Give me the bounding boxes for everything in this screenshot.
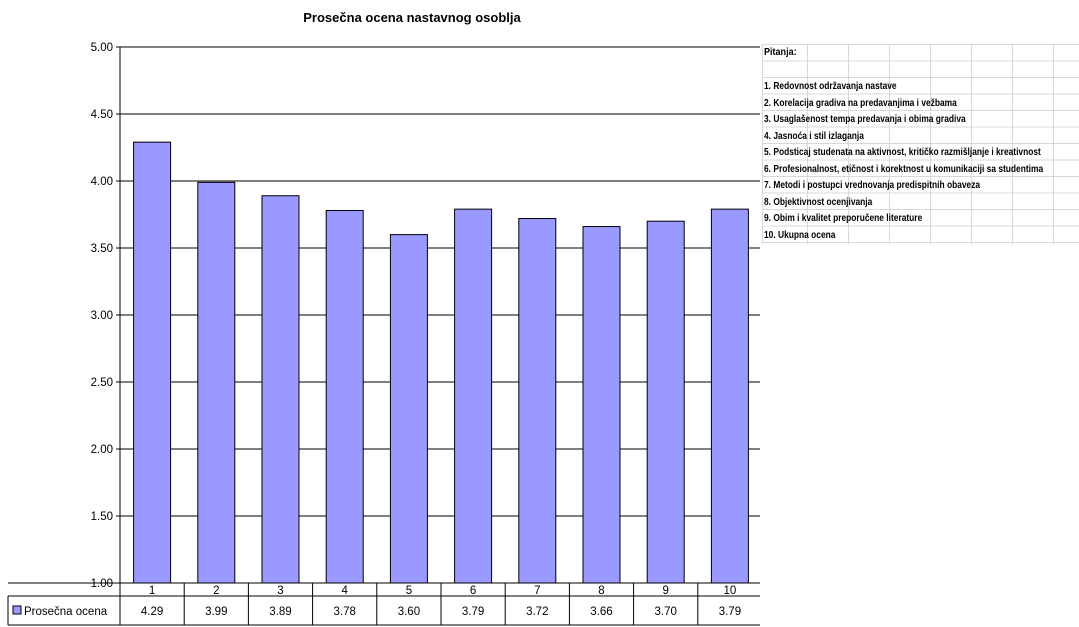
data-label: 3.89 — [269, 606, 291, 618]
bar — [197, 181, 236, 584]
sheet-gridlines — [762, 44, 1079, 244]
x-tick-label: 1 — [149, 585, 155, 597]
y-tick-label: 3.00 — [91, 310, 113, 322]
bar — [454, 208, 493, 584]
question-item: 6. Profesionalnost, etičnost i korektnos… — [764, 163, 1044, 175]
bar-chart: Prosečna ocena nastavnog osoblja 1.00 1.5… — [7, 10, 760, 626]
x-tick-label: 8 — [598, 585, 604, 597]
legend-key — [12, 605, 22, 615]
y-tick-label: 5.00 — [91, 42, 113, 54]
chart-title: Prosečna ocena nastavnog osoblja — [303, 10, 521, 25]
x-tick-label: 6 — [470, 585, 476, 597]
question-item: 8. Objektivnost ocenjivanja — [764, 196, 873, 208]
question-item: 9. Obim i kvalitet preporučene literatur… — [764, 212, 923, 224]
data-label: 3.66 — [590, 606, 612, 618]
y-tick-label: 2.50 — [91, 377, 113, 389]
data-label: 3.70 — [655, 606, 677, 618]
x-tick-label: 3 — [277, 585, 283, 597]
y-axis-tick-labels: 1.00 1.50 2.00 2.50 3.00 3.50 4.00 4.50 5.00 — [91, 42, 113, 590]
question-item: 10. Ukupna ocena — [764, 229, 836, 241]
question-item: 4. Jasnoća i stil izlaganja — [764, 130, 864, 142]
x-tick-label: 10 — [724, 585, 737, 597]
y-tick-label: 2.00 — [91, 444, 113, 456]
bar — [261, 195, 300, 584]
legend-label: Prosečna ocena — [24, 606, 108, 618]
y-tick-label: 4.00 — [91, 176, 113, 188]
y-tick-label: 3.50 — [91, 243, 113, 255]
x-tick-label: 5 — [406, 585, 412, 597]
data-label: 3.79 — [462, 606, 484, 618]
question-item: 7. Metodi i postupci vrednovanja predisp… — [764, 179, 981, 191]
data-label: 3.72 — [526, 606, 548, 618]
y-tick-label: 1.00 — [91, 578, 113, 590]
bar-series — [133, 141, 749, 584]
data-label: 3.78 — [334, 606, 356, 618]
y-tick-label: 1.50 — [91, 511, 113, 523]
data-label: 3.99 — [205, 606, 227, 618]
x-tick-label: 2 — [213, 585, 219, 597]
data-table: 1 4.29 2 3.99 3 3.89 4 3.78 5 3.60 6 3.79 7 3.72 8 3.66… — [7, 582, 760, 626]
data-label: 4.29 — [141, 606, 163, 618]
question-item: 2. Korelacija gradiva na predavanjima i … — [764, 97, 957, 109]
x-tick-label: 4 — [341, 585, 348, 597]
bar — [582, 226, 621, 584]
x-tick-label: 7 — [534, 585, 540, 597]
y-tick-label: 4.50 — [91, 109, 113, 121]
questions-title: Pitanja: — [764, 46, 797, 58]
bar — [646, 220, 685, 584]
x-tick-label: 9 — [662, 585, 668, 597]
bar — [518, 218, 557, 584]
questions-sheet: Pitanja: 1. Redovnost održavanja nastave… — [762, 44, 1079, 244]
question-item: 3. Usaglašenost tempa predavanja i obima… — [764, 113, 966, 125]
bar — [133, 141, 172, 584]
bar — [389, 234, 428, 584]
question-item: 1. Redovnost održavanja nastave — [764, 80, 897, 92]
data-label: 3.60 — [398, 606, 420, 618]
bar — [325, 209, 364, 584]
bar — [710, 208, 749, 584]
question-item: 5. Podsticaj studenata na aktivnost, kri… — [764, 146, 1041, 158]
data-label: 3.79 — [719, 606, 741, 618]
